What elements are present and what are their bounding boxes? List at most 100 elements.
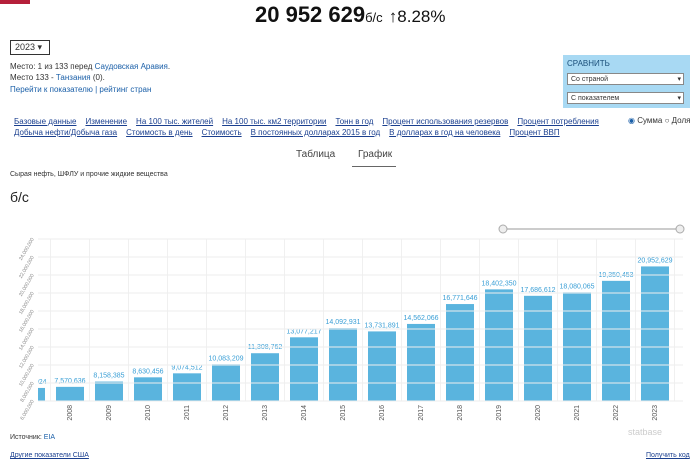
bar	[251, 353, 279, 401]
separator: |	[95, 85, 98, 94]
link[interactable]: EIA	[43, 434, 56, 441]
text: Место: 1 из 133 перед	[10, 62, 95, 71]
place-top: Место: 1 из 133 перед Саудовская Аравия.	[10, 62, 170, 71]
value-label: 8,158,385	[93, 373, 124, 380]
slider-handle[interactable]	[675, 224, 685, 234]
header: 20 952 629б/с ↑8.28%	[255, 2, 446, 28]
x-tick-label: 2021	[574, 405, 581, 421]
year-select[interactable]: 2023 ▾	[10, 40, 50, 55]
indicator-link[interactable]: Процент использования резервов	[382, 117, 509, 126]
text: .	[167, 62, 171, 71]
bar	[38, 387, 45, 401]
link[interactable]: Перейти к показателю	[10, 85, 93, 94]
x-tick-label: 2023	[652, 405, 659, 421]
x-tick-label: 2008	[67, 405, 74, 421]
compare-box: СРАВНИТЬ Со страной ▾ С показателем ▾	[563, 55, 690, 108]
value-label: 20,952,629	[637, 257, 672, 264]
slider-handle[interactable]	[498, 224, 508, 234]
radio-label[interactable]: Доля	[671, 116, 691, 125]
indicator-link[interactable]: На 100 тыс. жителей	[136, 117, 214, 126]
indicator-link[interactable]: В долларах в год на человека	[389, 128, 501, 137]
value-label: 7,450,024	[15, 379, 46, 386]
compare-title: СРАВНИТЬ	[567, 59, 610, 68]
link[interactable]: Получить код	[646, 452, 690, 459]
source: Источник: EIA	[10, 434, 55, 441]
indicator-link[interactable]: Изменение	[85, 117, 128, 126]
logo-strip	[0, 0, 30, 4]
x-tick-label: 2016	[379, 405, 386, 421]
x-tick-label: 2017	[418, 405, 425, 421]
indicator-link[interactable]: Процент потребления	[517, 117, 599, 126]
value-label: 18,080,065	[559, 283, 594, 290]
value-label: 7,570,636	[54, 378, 85, 385]
x-tick-label: 2020	[535, 405, 542, 421]
link[interactable]: рейтинг стран	[99, 85, 152, 94]
bar	[641, 266, 669, 401]
bar	[446, 304, 474, 401]
value-label: 14,562,066	[403, 315, 438, 322]
x-tick-label: 2018	[457, 405, 464, 421]
option: Со страной	[571, 76, 609, 83]
bar	[524, 295, 552, 401]
year-select-value: 2023	[15, 42, 36, 52]
indicator-link[interactable]: Базовые данные	[14, 117, 77, 126]
compare-select[interactable]: Со страной ▾	[567, 73, 684, 85]
indicator-link[interactable]: Стоимость в день	[126, 128, 193, 137]
radios: ◉ Сумма ○ Доля	[628, 116, 691, 125]
text: Источник:	[10, 434, 42, 441]
watermark: statbase	[628, 427, 663, 437]
bar	[485, 289, 513, 401]
link-row: Добыча нефти/Добыча газа Стоимость в день…	[14, 127, 608, 138]
tab[interactable]: Таблица	[296, 149, 336, 160]
bar	[602, 280, 630, 401]
x-tick-label: 2022	[613, 405, 620, 421]
subtitle: Сырая нефть, ШФЛУ и прочие жидкие вещест…	[10, 171, 168, 178]
value-label: 8,630,456	[132, 368, 163, 375]
x-tick-label: 2019	[496, 405, 503, 421]
radio-label[interactable]: Сумма	[637, 116, 663, 125]
value-label: 14,092,931	[325, 319, 360, 326]
indicator-link[interactable]: На 100 тыс. км2 территории	[222, 117, 327, 126]
x-tick-label: 2011	[184, 405, 191, 420]
value-label: 11,308,762	[248, 344, 283, 351]
value-label: 9,074,512	[171, 364, 202, 371]
bar	[173, 373, 201, 401]
link[interactable]: Саудовская Аравия	[94, 62, 168, 71]
bar	[407, 323, 435, 401]
value-label: 13,077,217	[286, 328, 321, 335]
indicator-link[interactable]: Стоимость	[201, 128, 242, 137]
indicator-link[interactable]: Добыча нефти/Добыча газа	[14, 128, 118, 137]
indicator-link[interactable]: Тонн в год	[335, 117, 374, 126]
chart: 7,450,024 7,570,636 8,158,385 8,630,456 9,07…	[15, 224, 685, 421]
bar	[56, 386, 84, 401]
tab-underline	[352, 166, 396, 167]
value-label: 13,731,891	[364, 322, 399, 329]
nav: Перейти к показателю | рейтинг стран	[10, 85, 151, 94]
value-label: 18,402,350	[481, 280, 516, 287]
link[interactable]: Другие показатели США	[10, 452, 89, 459]
x-tick-label: 2014	[301, 405, 308, 421]
indicator-link[interactable]: В постоянных долларах 2015 в год	[250, 128, 381, 137]
value-label: 16,771,646	[442, 295, 477, 302]
place-bottom: Место 133 - Танзания (0).	[10, 73, 105, 82]
indicator-link[interactable]: Процент ВВП	[509, 128, 560, 137]
value-label: 10,083,209	[208, 355, 243, 362]
bar	[95, 381, 123, 401]
bar	[290, 337, 318, 401]
link-row: Базовые данные Изменение На 100 тыс. жител…	[14, 116, 608, 127]
value-label: 17,686,612	[520, 287, 555, 294]
compare-select[interactable]: С показателем ▾	[567, 92, 684, 104]
header-value: 20 952 629	[255, 2, 366, 27]
x-tick-label: 2012	[223, 405, 230, 421]
unit-label: б/с	[10, 189, 29, 205]
tab[interactable]: График	[358, 149, 393, 160]
x-tick-label: 2010	[145, 405, 152, 421]
x-tick-label: 2013	[262, 405, 269, 421]
header-unit: б/с	[365, 10, 383, 25]
indicator-links: Базовые данные Изменение На 100 тыс. жител…	[14, 116, 608, 138]
text: (0).	[90, 73, 105, 82]
header-change: ↑8.28%	[388, 7, 446, 26]
link[interactable]: Танзания	[55, 73, 91, 82]
option: С показателем	[571, 95, 620, 102]
